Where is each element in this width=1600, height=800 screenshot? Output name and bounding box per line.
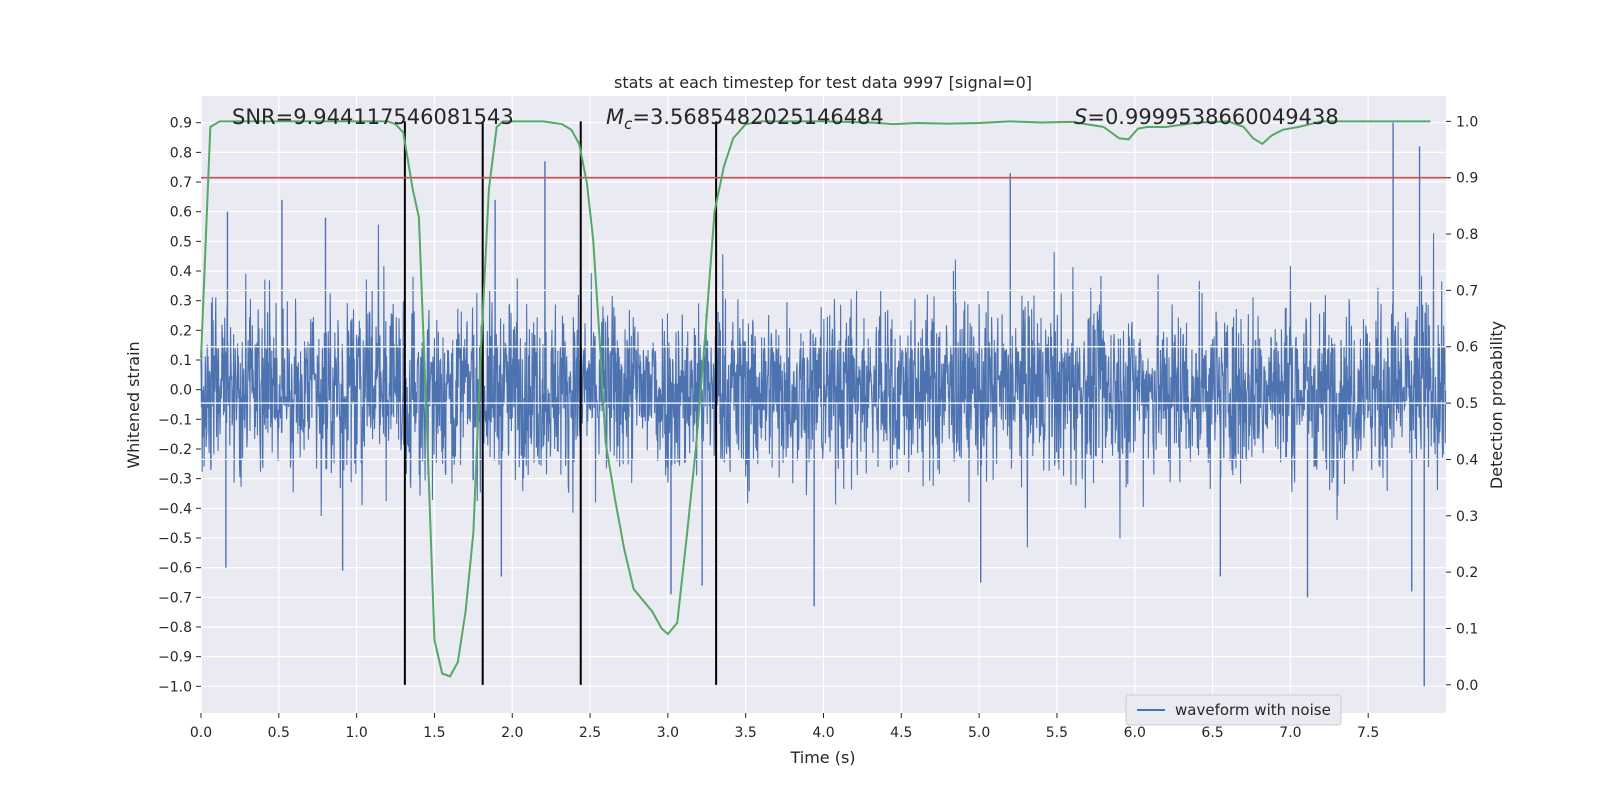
- y-tick-label-right: 0.7: [1456, 283, 1478, 299]
- y-tick-label-right: 0.6: [1456, 340, 1478, 356]
- x-tick-label: 3.0: [657, 725, 679, 741]
- legend-label: waveform with noise: [1175, 701, 1331, 719]
- y-tick-label-left: 0.3: [170, 294, 192, 310]
- x-ticks: 0.0 0.5 1.0 1.5 2.0 2.5 3.0 3.5 4.0 4.5 5.0 5.5 6.0 6…: [190, 713, 1379, 741]
- x-tick-label: 5.0: [968, 725, 990, 741]
- probability-layer: [200, 120, 1431, 678]
- y-tick-label-left: 0.7: [170, 175, 192, 191]
- x-tick-label: 4.5: [890, 725, 912, 741]
- y-tick-label-left: −0.4: [158, 501, 192, 517]
- x-tick-label: 0.5: [268, 725, 290, 741]
- y-tick-label-left: 0.1: [170, 353, 192, 369]
- y-tick-label-left: 0.6: [170, 205, 192, 221]
- y-tick-label-right: 0.4: [1456, 452, 1478, 468]
- x-tick-label: 1.0: [345, 725, 367, 741]
- x-tick-label: 1.5: [423, 725, 445, 741]
- y-tick-label-right: 0.0: [1456, 678, 1478, 694]
- y-axis-label-right: Detection probability: [1487, 321, 1506, 489]
- s-symbol: S: [1074, 105, 1087, 129]
- y-tick-label-left: 0.2: [170, 323, 192, 339]
- y-tick-label-right: 0.3: [1456, 509, 1478, 525]
- y-tick-label-right: 0.8: [1456, 227, 1478, 243]
- y-tick-label-left: −0.8: [158, 620, 192, 636]
- snr-annotation: SNR=9.944117546081543: [232, 105, 514, 129]
- y-ticks-right: 1.0 0.9 0.8 0.7 0.6 0.5 0.4 0.3 0.2 0.1 0.0: [1446, 114, 1478, 694]
- y-ticks-left: 0.9 0.8 0.7 0.6 0.5 0.4 0.3 0.2 0.1 0.0 −0.1 −0.2 −0…: [158, 116, 201, 695]
- y-tick-label-left: −0.3: [158, 472, 192, 488]
- y-tick-label-left: −0.2: [158, 442, 192, 458]
- x-tick-label: 4.0: [812, 725, 834, 741]
- y-tick-label-left: −0.5: [158, 531, 192, 547]
- y-tick-label-right: 1.0: [1456, 114, 1478, 130]
- x-tick-label: 5.5: [1046, 725, 1068, 741]
- y-tick-label-right: 0.5: [1456, 396, 1478, 412]
- y-tick-label-left: −1.0: [158, 679, 192, 695]
- s-annotation: S=0.9999538660049438: [1074, 105, 1339, 129]
- y-tick-label-right: 0.2: [1456, 565, 1478, 581]
- y-tick-label-left: 0.5: [170, 234, 192, 250]
- y-tick-label-left: −0.6: [158, 561, 192, 577]
- y-axis-label-left: Whitened strain: [124, 341, 143, 468]
- legend-box: [1125, 694, 1342, 726]
- vertical-markers: [403, 121, 718, 685]
- probability-line: [200, 120, 1431, 678]
- x-tick-label: 6.5: [1201, 725, 1223, 741]
- x-tick-label: 2.5: [579, 725, 601, 741]
- chirp-mass-subscript: c: [624, 115, 633, 133]
- waveform-layer: [200, 122, 1447, 687]
- x-tick-label: 6.0: [1124, 725, 1146, 741]
- y-tick-label-left: 0.0: [170, 383, 192, 399]
- y-tick-label-right: 0.1: [1456, 621, 1478, 637]
- y-tick-label-left: −0.9: [158, 650, 192, 666]
- chirp-mass-symbol: M: [606, 105, 624, 129]
- chirp-mass-value: =3.5685482025146484: [632, 105, 883, 129]
- chart-title: stats at each timestep for test data 999…: [614, 73, 1032, 92]
- s-value: =0.9999538660049438: [1087, 105, 1338, 129]
- y-tick-label-left: 0.9: [170, 116, 192, 132]
- y-tick-label-left: −0.1: [158, 412, 192, 428]
- x-tick-label: 3.5: [735, 725, 757, 741]
- x-axis-label: Time (s): [789, 748, 855, 767]
- y-tick-label-left: −0.7: [158, 590, 192, 606]
- y-tick-label-left: 0.4: [170, 264, 192, 280]
- x-tick-label: 7.0: [1279, 725, 1301, 741]
- y-tick-label-right: 0.9: [1456, 171, 1478, 187]
- x-tick-label: 7.5: [1357, 725, 1379, 741]
- waveform-line: [200, 224, 1447, 548]
- x-tick-label: 2.0: [501, 725, 523, 741]
- legend: waveform with noise: [1125, 694, 1342, 726]
- x-tick-label: 0.0: [190, 725, 212, 741]
- y-tick-label-left: 0.8: [170, 145, 192, 161]
- chirp-mass-annotation: Mc=3.5685482025146484: [606, 105, 884, 133]
